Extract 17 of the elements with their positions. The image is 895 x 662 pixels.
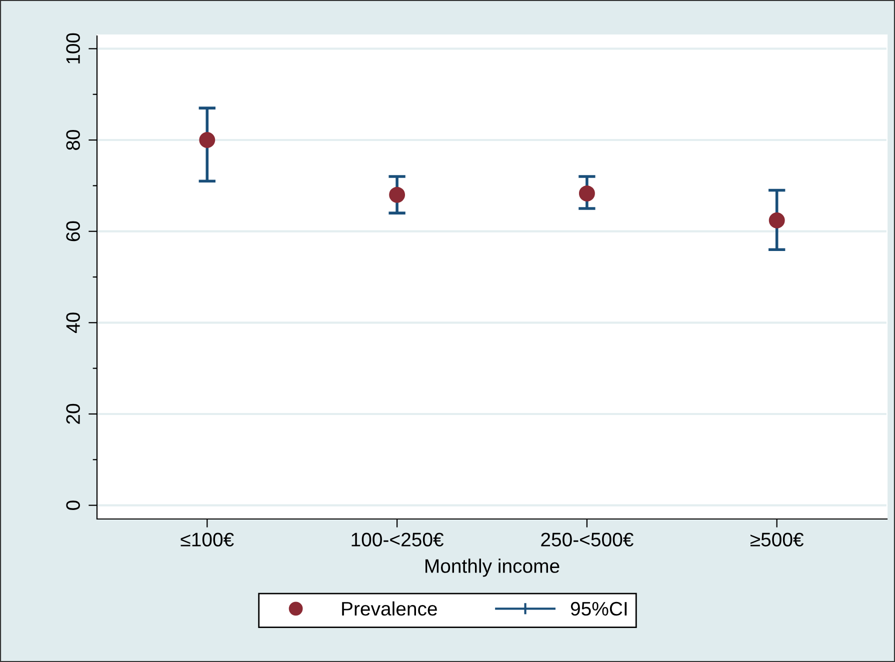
x-tick-label: ≥500€ <box>750 532 804 546</box>
y-tick-label: 0 <box>66 500 80 510</box>
point <box>768 212 785 228</box>
point <box>578 185 595 202</box>
legend-label: Prevalence <box>342 601 437 616</box>
x-tick-label: ≤100€ <box>180 532 234 546</box>
y-tick-label: 100 <box>66 33 80 64</box>
point <box>199 132 216 148</box>
y-tick-label: 80 <box>66 130 80 150</box>
y-tick-label: 40 <box>66 312 80 334</box>
x-tick-label: 250-<500€ <box>541 532 634 546</box>
y-tick-label: 60 <box>66 221 80 242</box>
x-tick-label: 100-<250€ <box>352 532 444 546</box>
point <box>389 186 406 203</box>
x-axis-title: Monthly income <box>426 558 560 577</box>
y-tick-label: 20 <box>66 404 80 424</box>
text: 95%CI <box>570 602 627 616</box>
